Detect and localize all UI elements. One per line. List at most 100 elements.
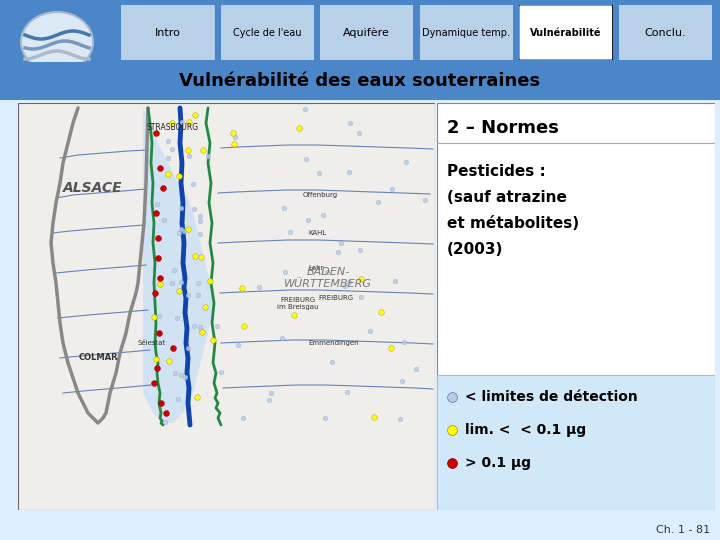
Text: Cycle de l'eau: Cycle de l'eau	[233, 28, 302, 37]
Text: Conclu.: Conclu.	[644, 28, 686, 37]
Text: Emmendingen: Emmendingen	[308, 340, 359, 346]
Ellipse shape	[21, 12, 93, 72]
Point	[179, 373, 191, 381]
Point	[300, 105, 311, 113]
Point	[166, 118, 177, 127]
Point	[355, 293, 366, 301]
Point	[394, 415, 405, 424]
Text: KAHL: KAHL	[308, 230, 326, 236]
Point	[364, 327, 376, 335]
Text: COLMAR: COLMAR	[78, 354, 118, 362]
Point	[230, 133, 241, 141]
Text: ENGEES: ENGEES	[35, 73, 78, 83]
Text: et métabolites): et métabolites)	[447, 215, 579, 231]
Text: BADEN-
WÜRTTEMBERG: BADEN- WÜRTTEMBERG	[284, 267, 372, 289]
Point	[446, 393, 458, 401]
Point	[153, 312, 165, 321]
Text: Aquifère: Aquifère	[343, 27, 390, 38]
Point	[188, 205, 199, 214]
Point	[168, 265, 180, 274]
Point	[150, 129, 162, 137]
Point	[175, 225, 186, 233]
Point	[264, 396, 275, 404]
Point	[354, 246, 366, 254]
Text: Dynamique temp.: Dynamique temp.	[422, 28, 510, 37]
Point	[175, 204, 186, 213]
Point	[161, 409, 172, 417]
Text: (sauf atrazine: (sauf atrazine	[447, 190, 567, 205]
Point	[192, 291, 204, 300]
Point	[253, 283, 264, 292]
Point	[237, 284, 248, 292]
Text: Vulnérabilité des eaux souterraines: Vulnérabilité des eaux souterraines	[179, 72, 541, 90]
FancyBboxPatch shape	[618, 4, 713, 61]
FancyBboxPatch shape	[518, 4, 613, 61]
Point	[320, 414, 331, 422]
Point	[385, 343, 397, 352]
Point	[196, 328, 207, 336]
Point	[343, 278, 355, 286]
Text: Intro: Intro	[155, 28, 181, 37]
Point	[373, 197, 384, 206]
Point	[389, 276, 400, 285]
Point	[238, 322, 250, 331]
Point	[162, 137, 174, 146]
Point	[195, 326, 207, 334]
Text: (2003): (2003)	[447, 241, 503, 256]
Text: Ch. 1 - 81: Ch. 1 - 81	[656, 525, 710, 535]
Point	[355, 274, 366, 283]
Point	[173, 286, 184, 295]
Text: 2 – Normes: 2 – Normes	[447, 119, 559, 137]
Point	[181, 344, 193, 353]
Point	[204, 277, 216, 286]
Point	[189, 321, 200, 330]
Point	[194, 323, 205, 332]
Point	[183, 118, 194, 126]
Point	[386, 185, 397, 193]
Point	[166, 279, 177, 288]
Point	[398, 338, 410, 346]
Text: ALSACE: ALSACE	[63, 181, 123, 195]
Point	[327, 358, 338, 367]
FancyBboxPatch shape	[418, 4, 514, 61]
Point	[233, 341, 244, 350]
Point	[353, 129, 364, 137]
Text: FREIBURG: FREIBURG	[318, 295, 353, 301]
Point	[343, 168, 355, 177]
Point	[171, 314, 182, 322]
Point	[176, 117, 187, 126]
Point	[162, 170, 174, 179]
Point	[175, 278, 186, 287]
Point	[189, 111, 200, 119]
Point	[173, 229, 184, 238]
Point	[150, 208, 162, 217]
Text: Vulnérabilité: Vulnérabilité	[530, 28, 601, 37]
Point	[400, 158, 411, 166]
Point	[187, 179, 199, 188]
Point	[152, 254, 163, 262]
Point	[278, 204, 289, 212]
Point	[176, 370, 187, 379]
Point	[153, 329, 165, 338]
Point	[341, 388, 353, 396]
Point	[194, 230, 206, 238]
Point	[191, 393, 202, 402]
Point	[173, 395, 184, 404]
Point	[194, 216, 206, 225]
Point	[265, 389, 276, 397]
Point	[211, 322, 222, 330]
Point	[238, 414, 249, 422]
Bar	[0, 100, 720, 540]
Point	[410, 365, 422, 374]
Text: Offenburg: Offenburg	[303, 192, 338, 198]
Point	[151, 200, 163, 208]
Point	[154, 274, 166, 282]
Point	[173, 172, 184, 180]
Point	[369, 413, 380, 421]
Point	[314, 169, 325, 178]
Point	[167, 343, 179, 352]
Point	[236, 286, 248, 294]
Point	[148, 313, 160, 321]
Point	[396, 376, 408, 385]
Point	[339, 281, 351, 290]
